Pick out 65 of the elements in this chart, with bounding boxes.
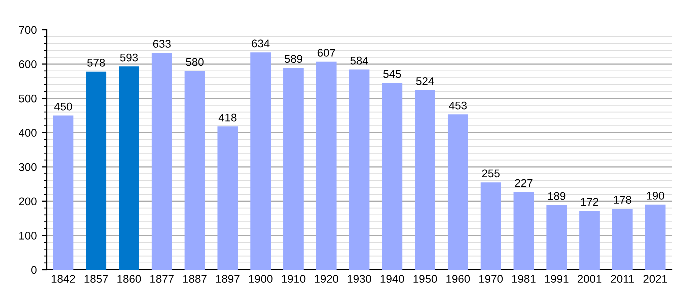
- data-label: 578: [88, 58, 106, 67]
- data-label: 190: [647, 192, 664, 200]
- x-tick-label: 1991: [545, 275, 569, 284]
- data-label: 584: [350, 56, 368, 65]
- bar: [349, 70, 370, 270]
- bar: [645, 204, 666, 270]
- data-label: 589: [284, 55, 302, 64]
- y-tick-label: 700: [19, 26, 37, 34]
- y-tick-label: 100: [20, 232, 37, 240]
- x-tick-label: 2021: [644, 275, 668, 284]
- bar: [415, 90, 436, 270]
- x-tick-label: 1897: [216, 275, 240, 284]
- data-label: 178: [614, 196, 632, 204]
- y-tick-label: 300: [19, 163, 37, 172]
- bar: [382, 83, 403, 270]
- y-tick-label: 0: [32, 266, 37, 274]
- x-tick-label: 1842: [52, 275, 76, 284]
- bar: [119, 66, 140, 270]
- x-tick-label: 1930: [348, 275, 372, 284]
- data-label: 189: [548, 192, 566, 200]
- x-tick-label: 1940: [380, 275, 404, 284]
- x-tick-label: 1910: [282, 275, 306, 284]
- bar: [448, 114, 468, 270]
- x-tick-label: 1981: [512, 275, 536, 284]
- x-tick-label: 1877: [150, 275, 174, 284]
- data-label: 593: [120, 54, 138, 62]
- x-tick-label: 2001: [578, 275, 602, 284]
- x-tick-label: 1900: [249, 275, 273, 284]
- bar: [250, 52, 272, 270]
- bar: [86, 72, 107, 270]
- bar: [184, 71, 206, 270]
- bar: [218, 126, 238, 270]
- data-label: 524: [416, 78, 434, 86]
- data-label: 450: [54, 102, 72, 111]
- bar: [612, 208, 633, 270]
- data-label: 634: [252, 40, 270, 48]
- data-label: 418: [218, 114, 237, 122]
- x-tick-label: 1970: [480, 275, 504, 284]
- data-label: 227: [515, 179, 533, 188]
- data-label: 255: [482, 170, 500, 178]
- data-label: 633: [153, 40, 171, 48]
- y-tick-label: 600: [19, 60, 37, 68]
- y-tick-label: 500: [19, 94, 37, 103]
- bar: [514, 192, 534, 270]
- data-label: 172: [581, 198, 598, 206]
- data-label: 453: [449, 102, 467, 110]
- bar: [152, 52, 172, 270]
- x-tick-label: 1860: [118, 275, 142, 284]
- bar: [546, 205, 568, 270]
- bar: [284, 68, 304, 270]
- bar: [316, 62, 337, 270]
- x-tick-label: 2011: [611, 275, 634, 284]
- x-tick-label: 1920: [315, 275, 339, 284]
- data-label: 545: [384, 70, 402, 78]
- x-tick-label: 1857: [84, 275, 108, 284]
- x-tick-label: 1950: [414, 275, 438, 284]
- bar: [53, 116, 74, 270]
- x-tick-label: 1960: [446, 275, 470, 284]
- bar: [580, 211, 600, 270]
- x-tick-label: 1887: [184, 275, 207, 284]
- y-tick-label: 400: [18, 129, 37, 137]
- data-label: 580: [186, 58, 204, 66]
- bar: [480, 182, 502, 270]
- data-label: 607: [318, 49, 336, 57]
- y-tick-label: 200: [19, 198, 37, 206]
